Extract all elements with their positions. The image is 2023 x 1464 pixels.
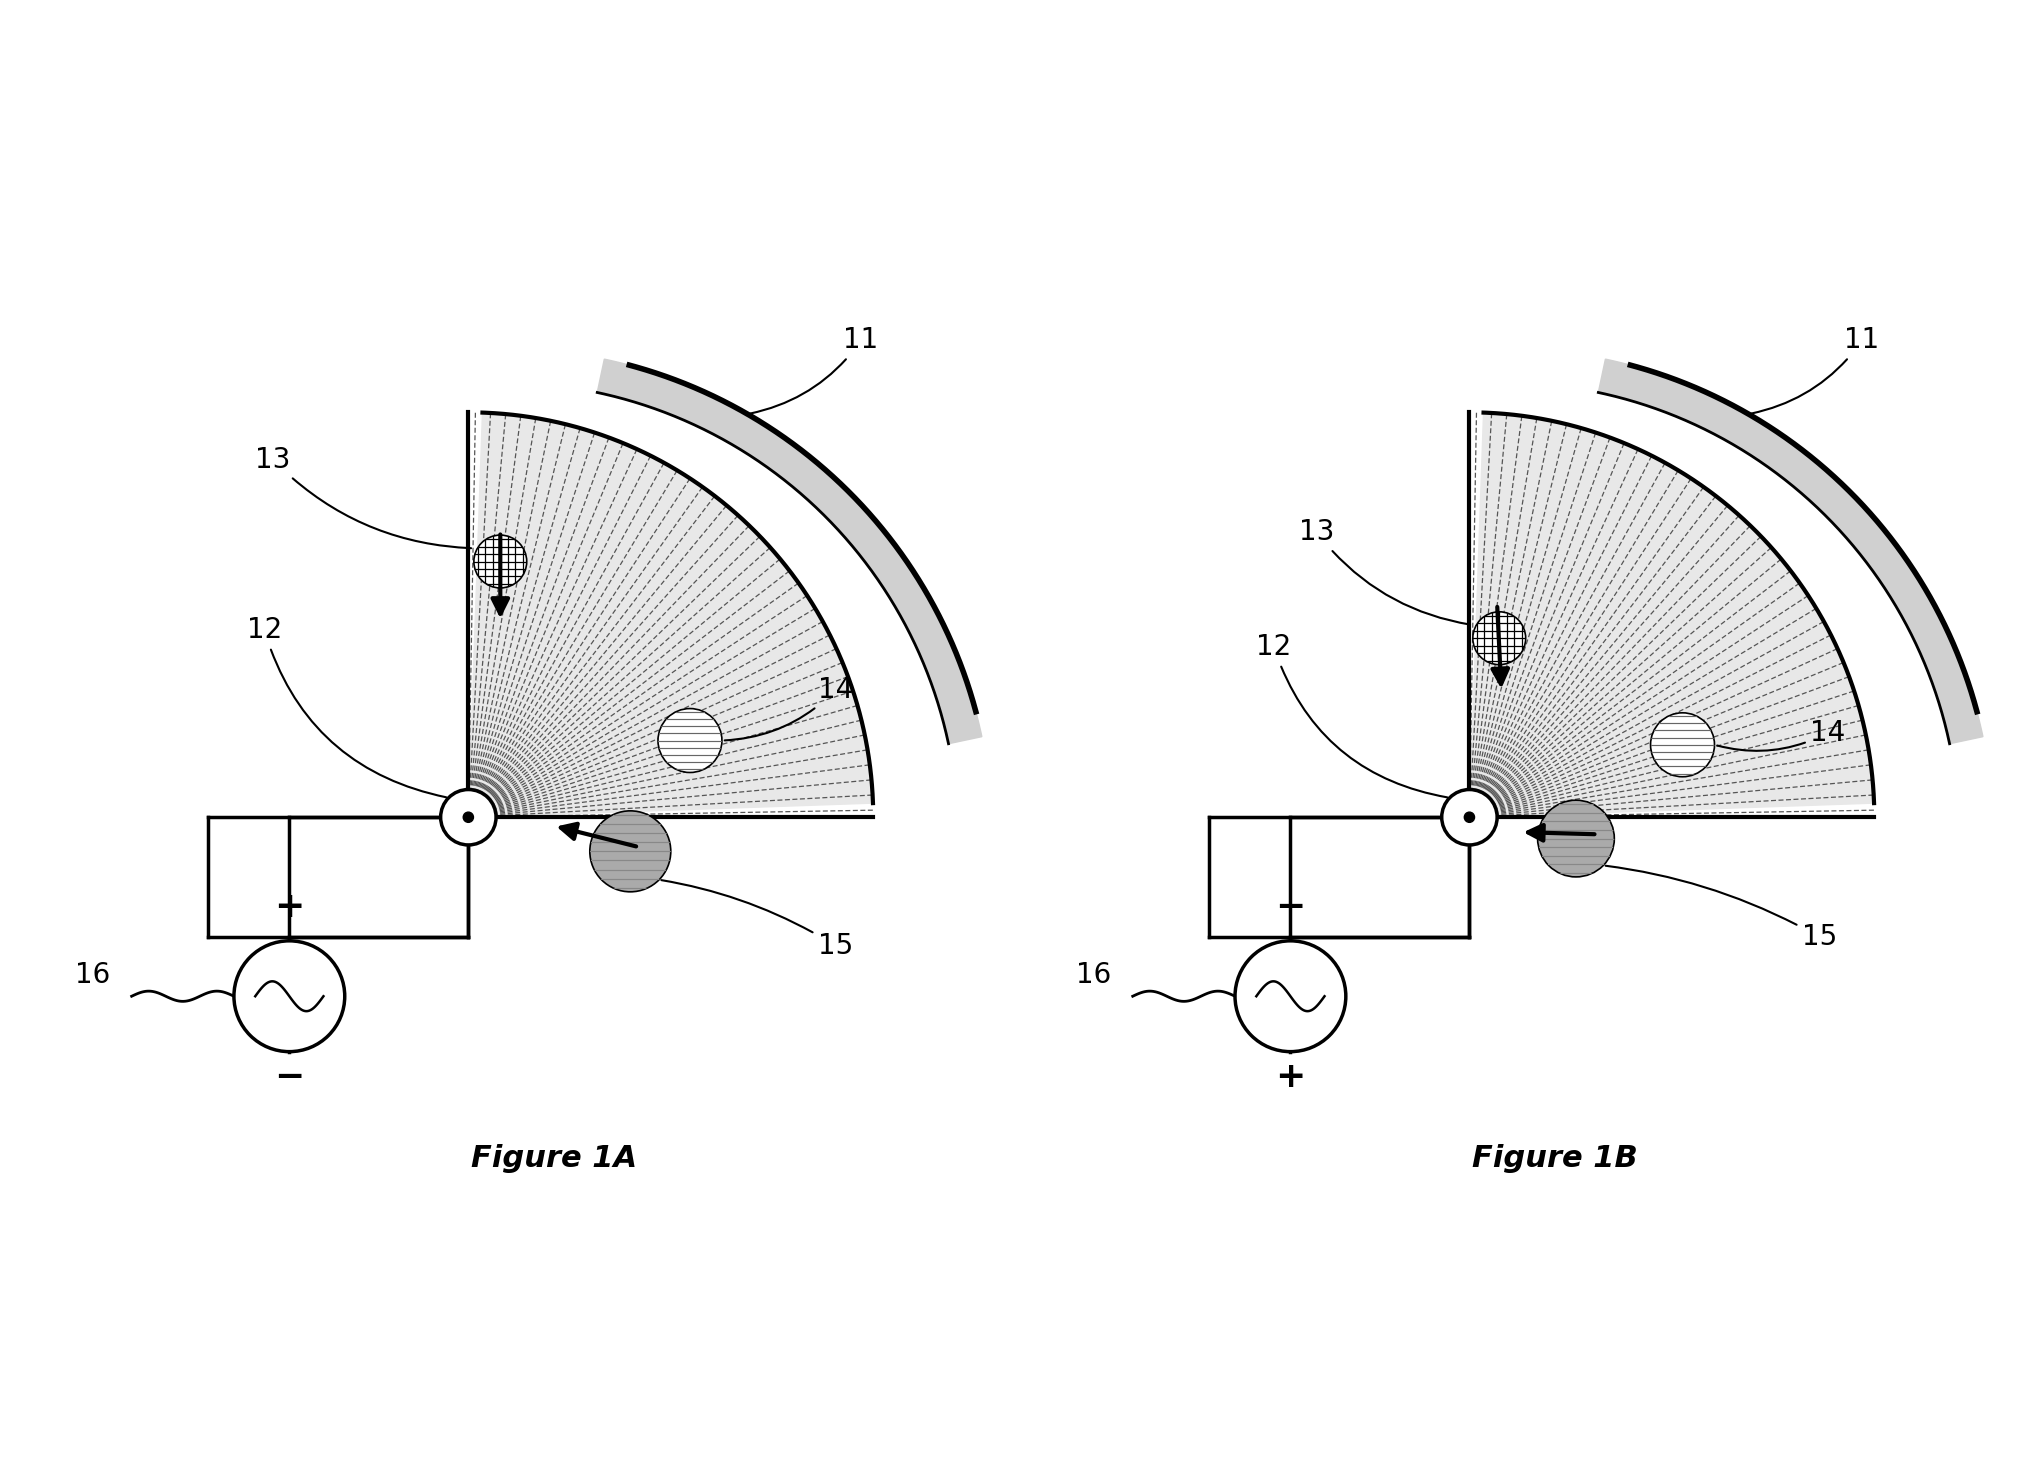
Text: +: + [1274,1060,1305,1094]
Text: 13: 13 [1299,518,1471,625]
Polygon shape [1469,413,1873,817]
Circle shape [591,811,672,892]
Text: Figure 1B: Figure 1B [1473,1143,1637,1173]
Text: 14: 14 [1718,719,1845,751]
Circle shape [1651,713,1713,777]
Text: 11: 11 [1752,326,1879,413]
Text: 12: 12 [1256,634,1446,798]
Circle shape [1537,801,1614,877]
Circle shape [235,941,344,1051]
Text: 11: 11 [751,326,878,413]
Circle shape [657,709,722,773]
Text: 12: 12 [247,616,447,798]
Circle shape [473,536,526,589]
Text: 16: 16 [1076,960,1111,988]
Text: +: + [275,890,305,924]
Text: 16: 16 [75,960,111,988]
Text: 14: 14 [724,676,854,741]
Text: −: − [275,1060,305,1094]
Text: −: − [1274,890,1305,924]
Text: 15: 15 [662,880,854,959]
Text: Figure 1A: Figure 1A [471,1143,637,1173]
Circle shape [1465,813,1475,823]
Circle shape [1234,941,1345,1051]
Circle shape [463,813,473,823]
Circle shape [441,789,496,845]
Polygon shape [597,359,981,744]
Text: 13: 13 [255,445,471,548]
Polygon shape [1598,359,1983,744]
Circle shape [1473,612,1525,665]
Circle shape [1442,789,1497,845]
Text: 15: 15 [1606,865,1837,952]
Polygon shape [469,413,874,817]
